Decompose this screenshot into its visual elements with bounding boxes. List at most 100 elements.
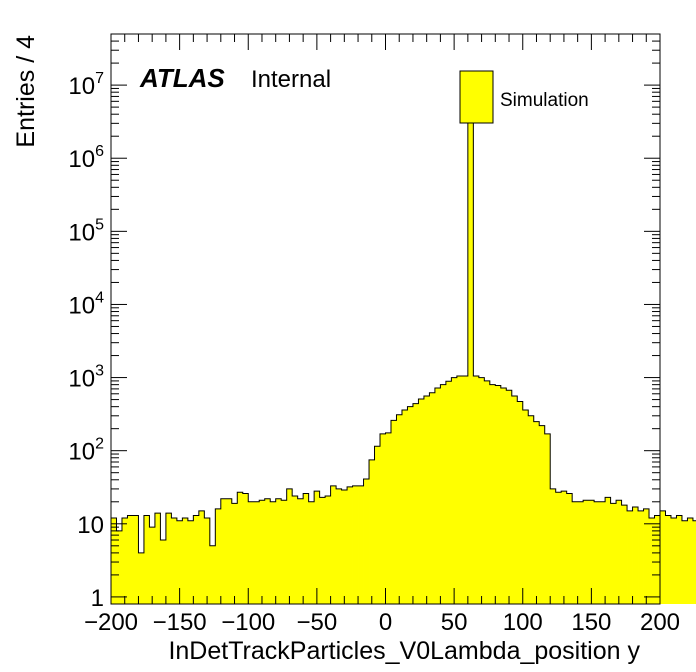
internal-label: Internal bbox=[251, 66, 331, 93]
y-tick-label: 106 bbox=[68, 143, 104, 173]
histogram-bin bbox=[489, 384, 496, 604]
histogram-bin bbox=[440, 384, 447, 604]
histogram-bin bbox=[550, 488, 557, 604]
histogram-bin bbox=[687, 518, 694, 604]
histogram-bin bbox=[539, 425, 546, 604]
histogram-bin bbox=[171, 518, 178, 604]
histogram-bin bbox=[127, 515, 134, 604]
histogram-bin bbox=[292, 495, 299, 604]
histogram-bin bbox=[237, 492, 244, 604]
histogram-bin bbox=[544, 433, 551, 604]
histogram-bin bbox=[599, 501, 606, 604]
histogram-bin bbox=[594, 501, 601, 604]
histogram-bin bbox=[401, 410, 408, 604]
histogram-bin bbox=[248, 501, 255, 604]
histogram-bin bbox=[478, 377, 485, 604]
y-axis-label: Entries / 4 bbox=[12, 35, 40, 148]
histogram-bin bbox=[522, 410, 529, 604]
histogram-bin bbox=[352, 485, 359, 604]
x-axis-label: InDetTrackParticles_V0Lambda_position y bbox=[168, 637, 640, 665]
histogram-bin bbox=[528, 415, 535, 604]
histogram-bin bbox=[242, 493, 249, 604]
histogram-bin bbox=[281, 500, 288, 604]
histogram-bin bbox=[681, 520, 688, 604]
histogram-bin bbox=[297, 498, 304, 604]
histogram-bin bbox=[215, 508, 222, 604]
histogram-bin bbox=[506, 390, 513, 604]
x-tick-label: 100 bbox=[503, 609, 543, 636]
histogram-bin bbox=[319, 497, 326, 604]
histogram-bin bbox=[303, 493, 310, 604]
histogram-bin bbox=[517, 401, 524, 604]
histogram-bin bbox=[495, 385, 502, 604]
histogram-bin bbox=[429, 392, 436, 604]
histogram-bin bbox=[390, 420, 397, 604]
histogram-bin bbox=[621, 505, 628, 604]
histogram-bin bbox=[325, 495, 331, 604]
y-tick-label: 107 bbox=[68, 70, 104, 100]
y-tick-label: 103 bbox=[68, 363, 104, 393]
y-tick-label: 102 bbox=[68, 436, 104, 466]
histogram-bin bbox=[588, 500, 595, 604]
histogram-bin bbox=[484, 380, 491, 604]
histogram-bin bbox=[577, 501, 584, 604]
histogram-bin bbox=[511, 395, 518, 604]
histogram-bin bbox=[412, 403, 419, 604]
y-tick-label: 10 bbox=[77, 512, 104, 539]
histogram-bin bbox=[154, 513, 161, 604]
histogram-bin bbox=[286, 488, 293, 604]
histogram-bin bbox=[676, 515, 683, 604]
histogram-bin bbox=[462, 376, 469, 604]
legend: Simulation bbox=[459, 70, 589, 124]
histogram-bin bbox=[380, 433, 386, 604]
histogram-bin bbox=[369, 459, 375, 604]
histogram-bin bbox=[193, 515, 200, 604]
histogram-bin bbox=[143, 515, 150, 604]
legend-label-simulation: Simulation bbox=[500, 90, 589, 111]
histogram-bin bbox=[583, 500, 590, 604]
histogram-bin bbox=[500, 387, 507, 604]
histogram-bin bbox=[572, 501, 579, 604]
histogram-bin bbox=[116, 530, 123, 604]
histogram-bin bbox=[182, 518, 189, 604]
axis-ticks bbox=[110, 33, 661, 604]
histogram-bin bbox=[253, 501, 260, 604]
histogram-bin bbox=[605, 497, 611, 604]
histogram-bin bbox=[632, 506, 639, 604]
histogram-bin bbox=[209, 545, 216, 604]
histogram-bin bbox=[660, 510, 666, 604]
histogram-bin bbox=[616, 500, 622, 604]
histogram-bin bbox=[561, 491, 568, 604]
histogram-bin bbox=[665, 515, 672, 604]
x-tick-label: 200 bbox=[640, 609, 680, 636]
histogram-bin bbox=[275, 498, 282, 604]
histogram-bin bbox=[358, 485, 364, 604]
histogram-bin bbox=[149, 527, 156, 604]
y-tick-label: 104 bbox=[68, 289, 104, 319]
histogram-bin bbox=[385, 432, 392, 604]
legend-swatch-simulation bbox=[459, 70, 494, 124]
histogram-bin bbox=[160, 540, 167, 604]
histogram-bin bbox=[670, 518, 677, 604]
histogram-bin bbox=[555, 492, 562, 604]
histogram-bin bbox=[566, 493, 573, 604]
x-tick-label: 150 bbox=[571, 609, 611, 636]
histogram-bin bbox=[226, 498, 233, 604]
histogram-outline bbox=[110, 120, 696, 604]
histogram-bin bbox=[627, 510, 633, 604]
histogram-bin bbox=[649, 518, 655, 604]
histogram-bin bbox=[610, 503, 617, 604]
histogram-bin bbox=[692, 520, 696, 604]
histogram-bin bbox=[308, 501, 315, 604]
histogram-bin bbox=[451, 377, 458, 604]
histogram-bars bbox=[111, 121, 696, 604]
histogram-bin bbox=[198, 510, 205, 604]
histogram-bin bbox=[132, 515, 139, 604]
histogram-bin bbox=[121, 518, 128, 604]
histogram-bin bbox=[467, 121, 474, 604]
histogram-bin bbox=[374, 446, 381, 604]
histogram-bin bbox=[111, 518, 117, 604]
histogram-bin bbox=[165, 513, 172, 604]
histogram-bin bbox=[473, 376, 480, 604]
